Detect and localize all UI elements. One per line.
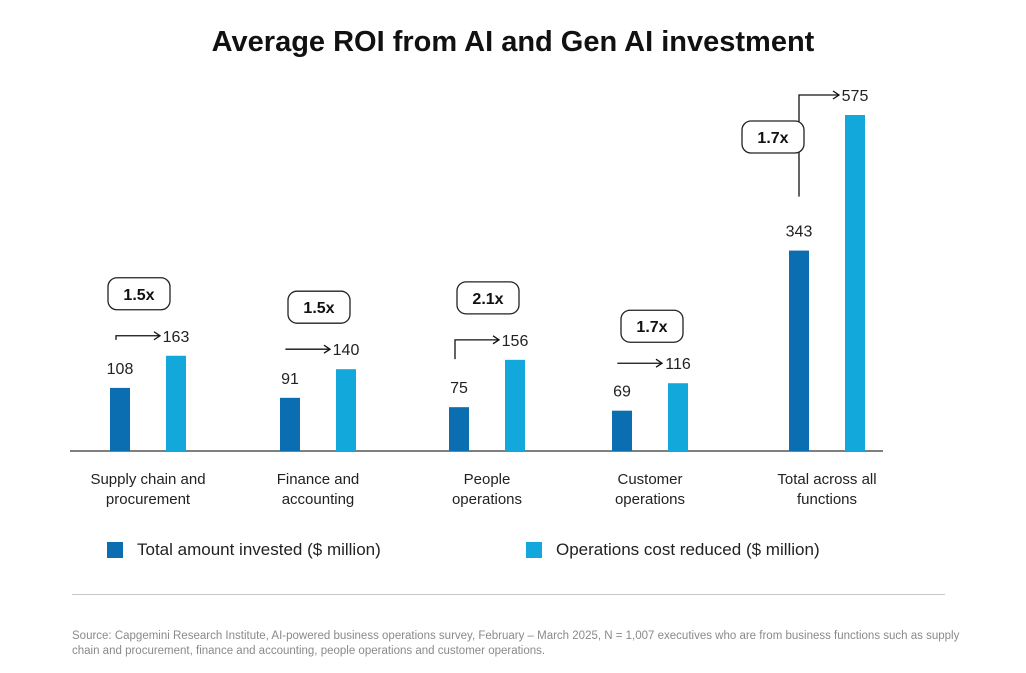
bar-cost-reduced-1 [336,369,356,451]
category-label-0-0: Supply chain and [90,471,205,488]
multiplier-label-3: 1.7x [636,319,667,336]
growth-arrow-head-3 [655,358,664,368]
growth-arrow-3 [617,362,662,364]
category-label-3-0: Customer [617,471,682,488]
category-label-4-0: Total across all [777,471,876,488]
data-label-invested-2: 75 [450,380,468,397]
category-label-0-1: procurement [106,491,191,508]
multiplier-badge-1 [287,290,351,324]
bar-cost-reduced-2 [505,359,525,451]
multiplier-label-2: 2.1x [472,291,503,308]
legend-item-invested: Total amount invested ($ million) [107,540,381,560]
growth-arrow-1 [285,348,330,350]
growth-arrow-head-1 [323,344,332,354]
growth-arrow-4 [798,94,839,197]
chart-title: Average ROI from AI and Gen AI investmen… [211,26,815,58]
data-label-cost-reduced-1: 140 [333,342,360,359]
data-label-invested-4: 343 [786,224,813,241]
growth-arrow-0 [115,335,160,340]
legend-label-invested: Total amount invested ($ million) [137,540,381,559]
source-note: Source: Capgemini Research Institute, AI… [72,630,960,657]
category-label-2-0: People [464,471,511,488]
bar-cost-reduced-3 [668,383,688,451]
multiplier-label-4: 1.7x [757,130,788,147]
category-label-1-1: accounting [282,491,355,508]
data-label-invested-3: 69 [613,384,631,401]
bar-cost-reduced-0 [166,355,186,451]
legend-swatch-invested [107,542,123,558]
category-label-1-0: Finance and [277,471,360,488]
data-label-cost-reduced-3: 116 [665,356,691,373]
multiplier-label-1: 1.5x [303,300,334,317]
bar-invested-1 [280,397,300,451]
growth-arrow-2 [454,339,499,360]
category-label-2-1: operations [452,491,522,508]
multiplier-badge-3 [620,309,684,343]
data-label-cost-reduced-4: 575 [842,88,869,105]
bar-invested-4 [789,250,809,451]
legend-item-cost-reduced: Operations cost reduced ($ million) [526,540,820,560]
bar-invested-2 [449,407,469,451]
data-label-invested-0: 108 [107,361,134,378]
legend-label-cost-reduced: Operations cost reduced ($ million) [556,540,820,559]
multiplier-badge-4 [741,120,805,154]
bar-invested-0 [110,387,130,451]
multiplier-label-0: 1.5x [123,287,154,304]
multiplier-badge-0 [107,277,171,311]
growth-arrow-head-2 [492,335,501,345]
legend-swatch-cost-reduced [526,542,542,558]
growth-arrow-head-4 [832,90,841,100]
multiplier-badge-2 [456,281,520,315]
data-label-invested-1: 91 [281,371,299,388]
bar-invested-3 [612,410,632,451]
category-label-4-1: functions [797,491,857,508]
data-label-cost-reduced-0: 163 [163,329,190,346]
category-label-3-1: operations [615,491,685,508]
divider [72,594,945,595]
bar-cost-reduced-4 [845,115,865,451]
growth-arrow-head-0 [153,331,162,341]
data-label-cost-reduced-2: 156 [502,333,529,350]
